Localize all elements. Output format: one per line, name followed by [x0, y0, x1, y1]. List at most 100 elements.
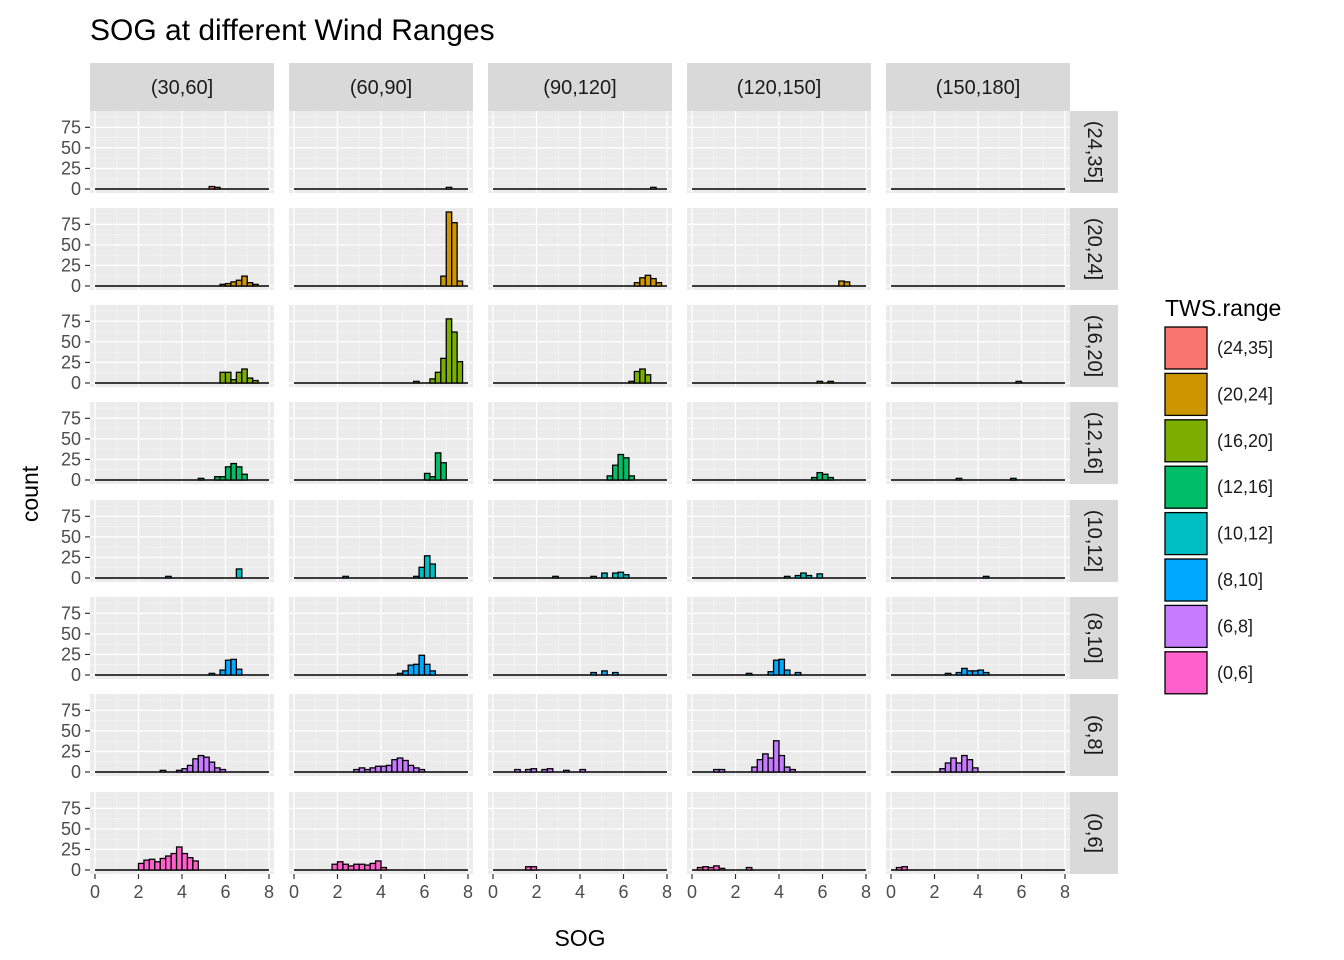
histogram-bar: [966, 670, 974, 676]
x-tick-label: 0: [886, 882, 896, 902]
facet-panel: [886, 402, 1070, 484]
column-strip-label: (150,180]: [936, 77, 1021, 99]
histogram-bar: [165, 855, 172, 871]
histogram-bar: [407, 764, 415, 773]
histogram-bar: [374, 860, 382, 871]
histogram-bar: [794, 574, 802, 579]
histogram-bar: [816, 380, 824, 384]
facet-panel: [687, 208, 871, 290]
y-tick-label: 50: [61, 429, 81, 449]
row-strip-label: (24,35]: [1083, 121, 1105, 183]
histogram-bar: [530, 866, 538, 871]
histogram-bar: [402, 759, 409, 773]
facet-panel: [488, 402, 672, 484]
histogram-bar: [783, 766, 791, 773]
histogram-bar: [203, 756, 210, 773]
histogram-bar: [369, 862, 377, 871]
facet-panel: 0 2 4 6 8: [488, 792, 672, 902]
histogram-bar: [429, 670, 437, 676]
histogram-bar: [445, 318, 453, 384]
histogram-bar: [644, 274, 652, 287]
facet-panel: [886, 694, 1070, 776]
legend-title: TWS.range: [1165, 295, 1281, 321]
x-tick-label: 2: [332, 882, 342, 902]
column-strip: [488, 63, 672, 111]
column-strip-label: (120,150]: [737, 77, 822, 99]
histogram-bar: [347, 865, 355, 871]
chart-title: SOG at different Wind Ranges: [90, 14, 495, 47]
y-tick-label: 50: [61, 332, 81, 352]
facet-panel: [687, 402, 871, 484]
histogram-bar: [707, 866, 715, 871]
histogram-bar: [838, 280, 845, 287]
histogram-bar: [429, 476, 437, 481]
y-tick-label: 75: [61, 117, 81, 137]
histogram-bar: [213, 767, 221, 773]
y-tick-label: 25: [61, 352, 81, 372]
facet-panel: [289, 694, 473, 776]
row-strip: [1070, 500, 1118, 582]
facet-panel: [687, 111, 871, 193]
histogram-bar: [246, 377, 254, 384]
histogram-bar: [718, 768, 726, 773]
legend-label: (6,8]: [1217, 616, 1253, 636]
facet-panel: [289, 208, 473, 290]
histogram-bar: [213, 476, 221, 481]
legend-label: (10,12]: [1217, 524, 1273, 544]
histogram-bar: [252, 283, 259, 287]
histogram-bar: [961, 667, 968, 676]
histogram-bar: [380, 765, 388, 773]
histogram-bar: [208, 672, 216, 676]
histogram-bar: [601, 670, 608, 676]
x-tick-label: 2: [531, 882, 541, 902]
histogram-bar: [901, 866, 908, 871]
legend-label: (8,10]: [1217, 570, 1263, 590]
histogram-bar: [772, 740, 780, 773]
x-tick-label: 0: [289, 882, 299, 902]
y-tick-label: 75: [61, 700, 81, 720]
histogram-bar: [175, 769, 183, 773]
histogram-bar: [235, 668, 243, 676]
histogram-bar: [219, 768, 227, 773]
facet-panels: (30,60] (60,90] (90,120] (120,150] (150,180]…: [61, 63, 1118, 902]
histogram-bar: [546, 768, 554, 773]
legend-label: (16,20]: [1217, 431, 1273, 451]
facet-panel: [687, 500, 871, 582]
histogram-bar: [148, 858, 156, 871]
x-tick-label: 2: [730, 882, 740, 902]
histogram-bar: [617, 571, 625, 579]
histogram-bar: [816, 471, 824, 481]
histogram-bar: [445, 186, 453, 190]
histogram-bar: [611, 572, 619, 579]
histogram-bar: [982, 575, 990, 579]
legend-key: [1164, 511, 1208, 556]
histogram-bar: [219, 669, 227, 676]
histogram-bar: [208, 185, 216, 190]
histogram-bar: [246, 282, 254, 287]
histogram-bar: [252, 379, 259, 384]
histogram-bar: [816, 573, 824, 579]
histogram-bar: [429, 378, 437, 384]
histogram-bar: [982, 671, 990, 676]
y-tick-label: 75: [61, 798, 81, 818]
x-tick-label: 8: [264, 882, 274, 902]
histogram-bar: [622, 574, 630, 579]
x-tick-label: 6: [419, 882, 429, 902]
x-tick-label: 0: [687, 882, 697, 902]
y-tick-label: 25: [61, 644, 81, 664]
facet-panel: [488, 305, 672, 387]
histogram-bar: [241, 275, 248, 287]
y-tick-label: 0: [71, 373, 81, 393]
histogram-bar: [514, 768, 521, 773]
histogram-bar: [827, 380, 835, 384]
histogram-bar: [617, 453, 625, 481]
legend-label: (12,16]: [1217, 477, 1273, 497]
histogram-bar: [756, 759, 764, 773]
y-tick-label: 50: [61, 527, 81, 547]
y-tick-label: 75: [61, 603, 81, 623]
x-tick-label: 0: [488, 882, 498, 902]
histogram-bar: [154, 861, 161, 871]
y-tick-label: 0: [71, 276, 81, 296]
